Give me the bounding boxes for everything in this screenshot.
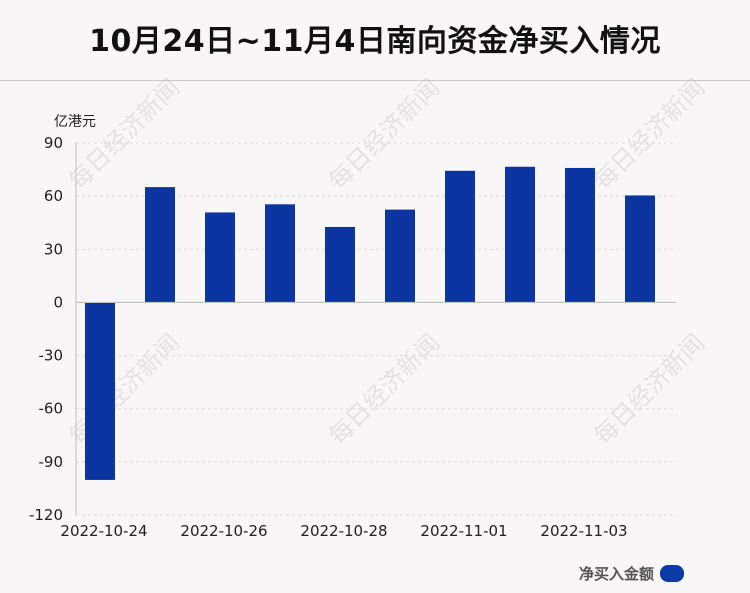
bar-2022-10-26 [205, 212, 235, 303]
bar-2022-10-27 [265, 204, 295, 303]
watermark-text: 每日经济新闻 [324, 74, 446, 196]
watermark-text: 每日经济新闻 [64, 74, 186, 196]
bar-2022-11-01 [445, 170, 475, 303]
title-divider [0, 80, 750, 81]
x-tick-label: 2022-10-24 [60, 522, 147, 540]
x-tick-label: 2022-10-28 [300, 522, 387, 540]
watermark-text: 每日经济新闻 [324, 329, 446, 451]
bar-2022-10-28 [325, 226, 355, 303]
y-tick-label: -30 [39, 347, 64, 365]
watermark-text: 每日经济新闻 [589, 74, 711, 196]
bar-2022-10-25 [145, 187, 175, 303]
y-axis-unit-label: 亿港元 [54, 114, 96, 130]
x-tick-labels: 2022-10-24 2022-10-26 2022-10-28 2022-11-01… [60, 522, 627, 540]
bar-2022-10-24 [85, 302, 115, 480]
legend-swatch [660, 565, 684, 582]
bar-2022-11-03 [565, 167, 595, 303]
y-tick-label: -60 [39, 400, 64, 418]
y-tick-label: -90 [39, 453, 64, 471]
legend: 净买入金额 [579, 563, 684, 584]
bars [85, 166, 655, 480]
bar-2022-10-31 [385, 209, 415, 303]
watermark-text: 每日经济新闻 [64, 329, 186, 451]
chart-title: 10月24日~11月4日南向资金净买入情况 [89, 24, 661, 59]
y-tick-label: 30 [44, 240, 63, 258]
legend-label: 净买入金额 [578, 565, 654, 583]
x-tick-label: 2022-11-03 [540, 522, 627, 540]
bar-2022-11-02 [505, 166, 535, 303]
y-tick-label: 90 [44, 134, 63, 152]
watermark-text: 每日经济新闻 [589, 329, 711, 451]
y-tick-label: 60 [44, 187, 63, 205]
y-tick-label: 0 [53, 293, 63, 311]
y-tick-label: -120 [29, 506, 63, 524]
bar-2022-11-04 [625, 195, 655, 303]
y-tick-labels: 90 60 30 0 -30 -60 -90 -120 [29, 134, 63, 524]
x-tick-label: 2022-11-01 [420, 522, 507, 540]
x-tick-label: 2022-10-26 [180, 522, 267, 540]
